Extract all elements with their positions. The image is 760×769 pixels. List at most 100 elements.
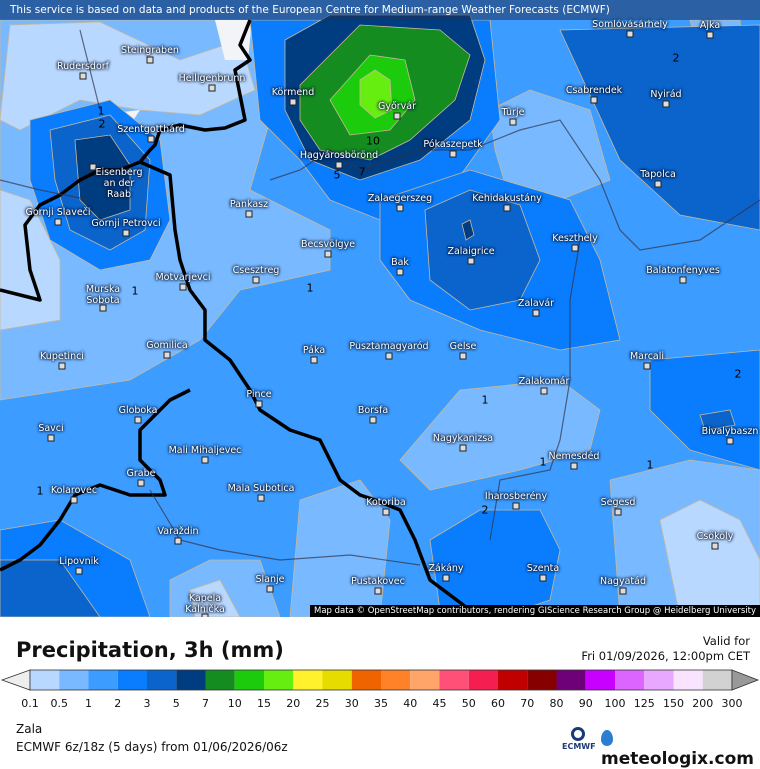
town-label: Hagyárosbörönd xyxy=(299,150,379,161)
town-label: Bivalybaszn xyxy=(701,426,759,437)
town-label: Kehidakustány xyxy=(472,193,542,204)
town-label: Segesd xyxy=(600,497,636,508)
town-marker xyxy=(654,180,662,188)
town-label: Zákány xyxy=(428,563,464,574)
town-marker xyxy=(570,462,578,470)
town-marker xyxy=(252,276,260,284)
town-label: Zalaigrice xyxy=(447,246,495,257)
town-marker xyxy=(54,218,62,226)
town-marker xyxy=(324,250,332,258)
contour-label: 2 xyxy=(98,117,106,131)
town-label: Nagykanizsa xyxy=(432,433,494,444)
legend-swatch xyxy=(322,670,352,690)
legend-tick-label: 20 xyxy=(286,697,301,710)
town-label: Eisenberg an der Raab xyxy=(95,167,143,200)
town-label: Ajka xyxy=(699,20,721,31)
town-label: Steingraben xyxy=(121,45,179,56)
town-marker xyxy=(310,356,318,364)
town-label: Varaždin xyxy=(157,526,199,537)
contour-label: 2 xyxy=(481,503,489,517)
brand-name: meteologix.com xyxy=(601,749,754,769)
contour-label: 1 xyxy=(306,281,314,295)
town-label: Zalaegerszeg xyxy=(367,193,433,204)
legend-tick-label: 200 xyxy=(692,697,714,710)
town-marker xyxy=(201,456,209,464)
town-marker xyxy=(539,574,547,582)
town-marker xyxy=(532,309,540,317)
town-marker xyxy=(163,351,171,359)
town-label: Slanje xyxy=(255,574,285,585)
town-label: Csököly xyxy=(696,531,734,542)
legend-swatch xyxy=(234,670,264,690)
precipitation-map[interactable]: Somlóvásárhely Ajka Steingraben Rudersdorf H… xyxy=(0,0,760,617)
legend-tick-label: 0.1 xyxy=(21,697,39,710)
town-label: Pusztamagyaród xyxy=(349,341,429,352)
legend-tick-label: 15 xyxy=(257,697,271,710)
valid-label: Valid for xyxy=(702,634,750,648)
legend-swatch xyxy=(205,670,235,690)
legend-tick-label: 50 xyxy=(461,697,476,710)
town-label: Pustakovec xyxy=(351,576,405,587)
color-legend xyxy=(0,669,760,691)
town-label: Mali Mihaljevec xyxy=(168,445,242,456)
town-label: Motvarjevci xyxy=(155,272,211,283)
town-label: Mala Subotica xyxy=(227,483,295,494)
legend-swatch xyxy=(30,670,60,690)
contour-label: 2 xyxy=(734,367,742,381)
legend-swatch xyxy=(527,670,557,690)
town-label: Körmend xyxy=(271,87,315,98)
town-label: Borsfa xyxy=(357,405,389,416)
town-marker xyxy=(442,574,450,582)
meteologix-logo[interactable]: meteologix.com xyxy=(601,729,760,769)
town-label: Pince xyxy=(246,389,272,400)
legend-tick-label: 80 xyxy=(549,697,564,710)
ecmwf-logo-text: ECMWF xyxy=(562,742,596,751)
legend-swatch xyxy=(585,670,615,690)
town-marker xyxy=(726,437,734,445)
town-label: Gornji Petrovci xyxy=(91,218,161,229)
legend-swatch xyxy=(88,670,118,690)
town-marker xyxy=(711,542,719,550)
town-marker xyxy=(79,72,87,80)
town-label: Balatonfenyves xyxy=(646,265,720,276)
legend-swatch xyxy=(147,670,177,690)
contour-label: 1 xyxy=(481,393,489,407)
legend-swatch xyxy=(381,670,411,690)
town-label: Kotoriba xyxy=(366,497,406,508)
legend-tick-label: 40 xyxy=(403,697,418,710)
legend-tick-label: 90 xyxy=(578,697,593,710)
town-label: Kolarovec xyxy=(50,485,98,496)
town-marker xyxy=(459,444,467,452)
legend-above-arrow xyxy=(731,669,760,691)
town-label: Türje xyxy=(501,107,525,118)
town-label: Csabrendek xyxy=(565,85,623,96)
legend-tick-label: 2 xyxy=(114,697,122,710)
legend-swatch xyxy=(498,670,528,690)
town-marker xyxy=(509,118,517,126)
town-marker xyxy=(449,150,457,158)
legend-tick-label: 35 xyxy=(374,697,388,710)
town-label: Pankasz xyxy=(229,199,269,210)
legend-tick-label: 100 xyxy=(604,697,626,710)
town-label: Kapela Kalnička xyxy=(185,593,225,615)
legend-swatch xyxy=(176,670,206,690)
town-label: Szentgotthárd xyxy=(117,124,185,135)
contour-label: 1 xyxy=(646,458,654,472)
town-label: Iharosberény xyxy=(484,491,548,502)
town-label: Zalakomár xyxy=(518,376,570,387)
legend-tick-label: 70 xyxy=(520,697,535,710)
legend-swatch xyxy=(410,670,440,690)
town-label: Gomilica xyxy=(146,340,188,351)
town-label: Grabe xyxy=(126,468,156,479)
precipitation-field xyxy=(0,14,760,617)
legend-tick-label: 0.5 xyxy=(50,697,69,710)
town-label: Keszthely xyxy=(552,233,598,244)
town-label: Páka xyxy=(302,345,326,356)
contour-label: 5 xyxy=(333,168,341,182)
town-label: Bak xyxy=(391,257,409,268)
map-attribution[interactable]: Map data © OpenStreetMap contributors, r… xyxy=(310,605,760,617)
contour-label: 1 xyxy=(539,455,547,469)
town-marker xyxy=(590,96,598,104)
town-marker xyxy=(137,479,145,487)
town-label: Lipovnik xyxy=(59,556,99,567)
